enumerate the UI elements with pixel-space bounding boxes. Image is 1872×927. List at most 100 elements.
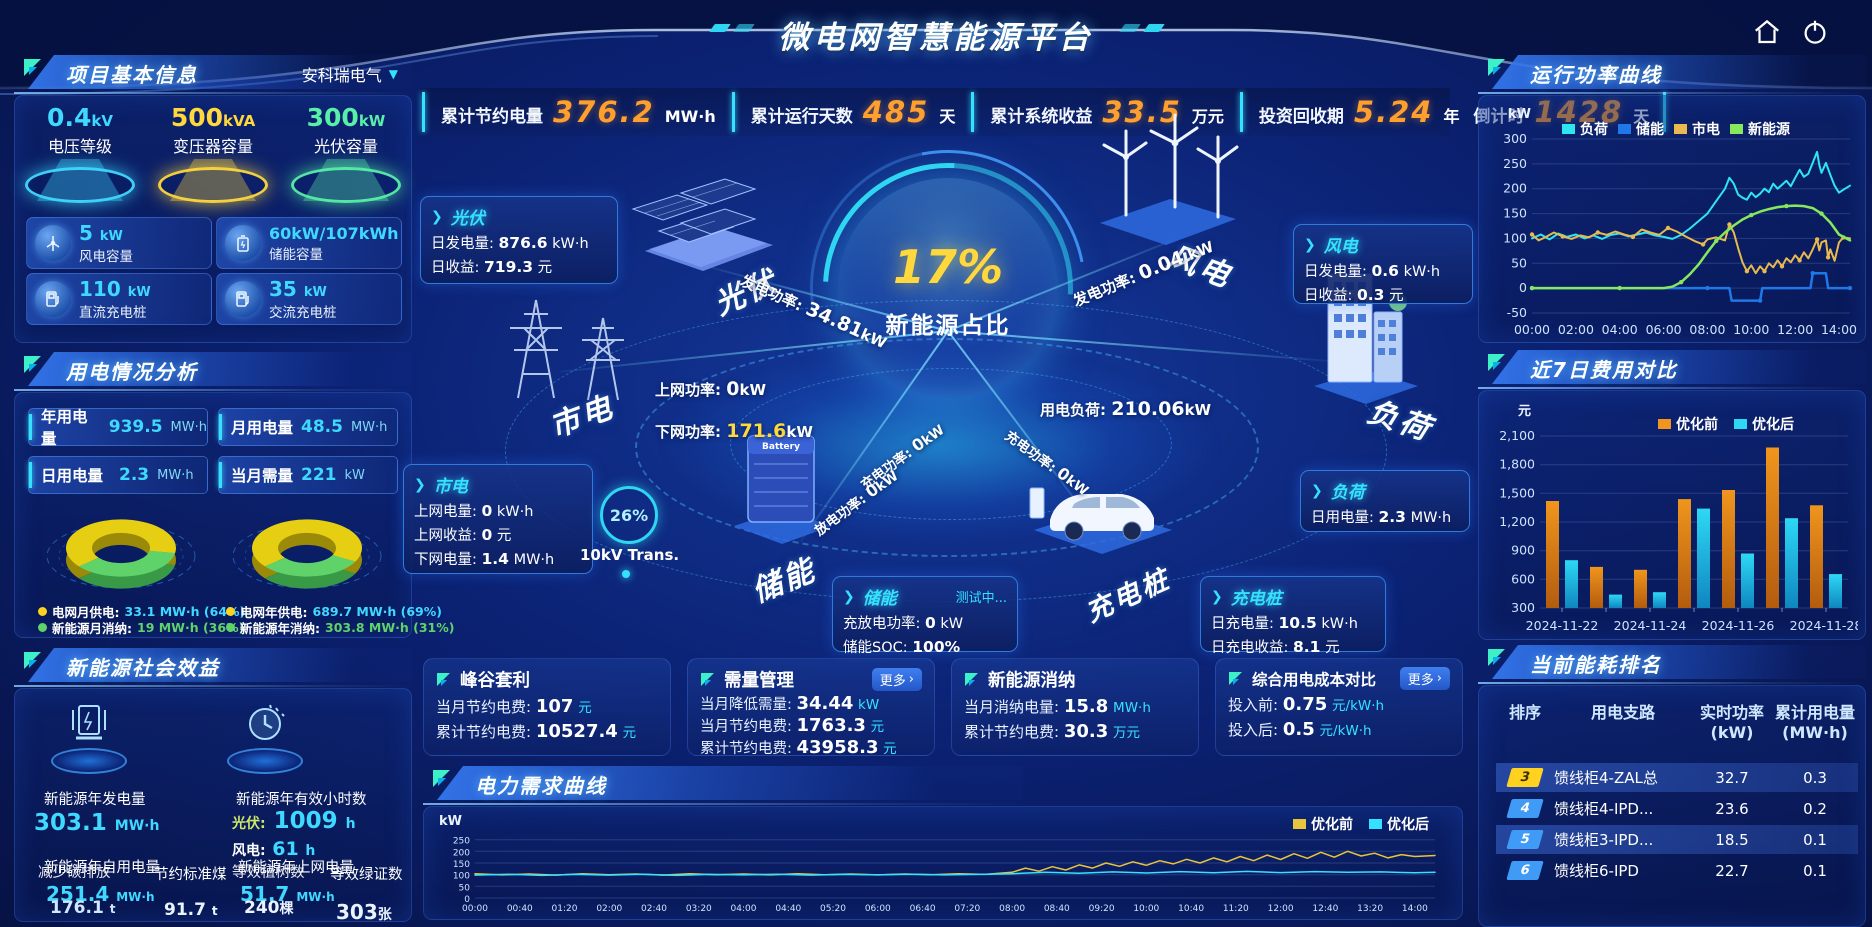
peak-valley-panel: 峰谷套利 当月节约电费: 107 元 累计节约电费: 10527.4 元 [423,658,671,756]
podium-transformer: 500kVA 变压器容量 [150,103,276,203]
svg-text:04:40: 04:40 [775,904,801,914]
chevron-icon: ❯ [414,476,426,493]
svg-text:09:20: 09:20 [1089,904,1115,914]
svg-text:08:00: 08:00 [999,904,1025,914]
kpi-run-days: 累计运行天数 485 天 [750,95,956,129]
renewable-share-value: 17% [892,240,1004,294]
more-button[interactable]: 更多 › [871,668,922,691]
rank-badge: 4 [1506,799,1544,818]
legend-item[interactable]: 优化前 [1658,414,1718,434]
panel-title: 新能源社会效益 [66,656,220,680]
annual-hours-label: 新能源年有效小时数 [236,792,367,808]
legend-item[interactable]: 储能 [1618,119,1664,139]
stat-month-demand: 当月需量 221 kW [218,456,398,494]
panel-header: 当前能耗排名 [1478,645,1866,684]
run-chart-legend: 负荷 储能 市电 新能源 [1562,119,1790,139]
card-wind-capacity: 5 kW 风电容量 [26,217,212,269]
svg-text:05:20: 05:20 [820,904,846,914]
glow-ring [25,167,135,203]
legend-item[interactable]: 优化后 [1369,814,1429,834]
energy-rank-panel: 当前能耗排名 排序 用电支路 实时功率 (kW) 累计用电量 (MW·h) 3 馈线… [1478,645,1866,927]
chevron-down-icon: ▼ [388,67,398,81]
month-energy-donut-chart [36,498,206,608]
run-power-panel: 运行功率曲线 kW 负荷 储能 市电 新能源 300 250 200 150 100 50 0 -5… [1478,55,1866,343]
svg-text:10:00: 10:00 [1133,904,1159,914]
renewable-share-ring: 17% 新能源占比 [756,96,1140,480]
legend-item[interactable]: 市电 [1674,119,1720,139]
pv-hours: 光伏: 1009 h [232,808,356,834]
svg-text:150: 150 [1503,206,1527,221]
svg-text:150: 150 [453,860,470,870]
project-info-panel: 项目基本信息 安科瑞电气 ▼ 0.4kV 电压等级 500kVA 变压器容量 30… [14,55,412,343]
legend-item[interactable]: 优化后 [1734,414,1794,434]
annual-gen-value: 303.1 MW·h [34,810,160,836]
grid-info-box: ❯ 市电 上网电量: 0 kW·h 上网收益: 0 元 下网电量: 1.4 MW·… [403,464,593,574]
svg-text:2024-11-24: 2024-11-24 [1614,618,1687,633]
legend-item[interactable]: 负荷 [1562,119,1608,139]
corner-icon [1488,59,1505,76]
svg-text:300: 300 [1511,600,1535,615]
table-row[interactable]: 5 馈线柜3-IPD... 18.5 0.1 [1496,825,1858,854]
svg-text:50: 50 [459,883,471,893]
svg-text:100: 100 [1503,230,1527,245]
svg-text:900: 900 [1511,543,1535,558]
chevron-icon: ❯ [431,208,443,225]
run-power-line-chart: 300 250 200 150 100 50 0 -50 00:00 02:00 04:00 06:0… [1503,131,1857,337]
y-axis-unit: kW [1508,107,1531,122]
legend-grid-year: 电网年供电: 689.7 MW·h (69%) [226,602,442,621]
panel-header: 新能源社会效益 [14,648,412,687]
svg-text:1,200: 1,200 [1499,514,1535,529]
rank-table-rows: 3 馈线柜4-ZAL总 32.7 0.3 4 馈线柜4-IPD... 23.6 … [1496,763,1858,881]
svg-text:1,800: 1,800 [1499,457,1535,472]
transformer-label: 10kV Trans. [580,546,680,564]
svg-text:00:00: 00:00 [462,904,488,914]
svg-text:02:00: 02:00 [596,904,622,914]
trees-value: 240棵 [244,898,294,918]
svg-text:300: 300 [1503,131,1527,146]
legend-item[interactable]: 新能源 [1730,119,1790,139]
home-icon[interactable] [1752,17,1782,47]
demand-chart-legend: 优化前 优化后 [1293,814,1429,834]
svg-text:11:20: 11:20 [1223,904,1249,914]
more-button[interactable]: 更多 › [1399,667,1450,690]
kpi-total-income: 累计系统收益 33.5 万元 [990,95,1224,129]
panel-title: 电力需求曲线 [475,774,607,798]
table-row[interactable]: 6 馈线柜6-IPD 22.7 0.1 [1496,856,1858,881]
svg-text:1,500: 1,500 [1499,485,1535,500]
company-dropdown[interactable]: 安科瑞电气 ▼ [301,66,398,85]
svg-text:10:00: 10:00 [1733,322,1769,337]
rank-table-header: 排序 用电支路 实时功率 (kW) 累计用电量 (MW·h) [1508,703,1855,742]
table-row[interactable]: 3 馈线柜4-ZAL总 32.7 0.3 [1496,763,1858,792]
stat-year-usage: 年用电量 939.5 MW·h [28,408,208,448]
svg-text:08:40: 08:40 [1044,904,1070,914]
certs-label: 等效绿证数 [330,867,403,883]
corner-icon [1229,671,1242,685]
podium-pv-capacity: 300kW 光伏容量 [283,103,409,203]
legend-item[interactable]: 优化前 [1293,814,1353,834]
card-storage-capacity: 60kW/107kWh 储能容量 [216,217,402,269]
svg-text:13:20: 13:20 [1357,904,1383,914]
divider [731,92,735,132]
kpi-saved-energy: 累计节约电量 376.2 MW·h [441,95,716,129]
y-axis-unit: 元 [1518,404,1532,419]
page-title: 微电网智慧能源平台 [778,20,1094,56]
corner-icon [1488,354,1505,371]
corner-icon [24,652,41,669]
charger-info-box: ❯ 充电桩 日充电量: 10.5 kW·h 日充电收益: 8.1 元 [1200,576,1386,656]
cost-chart-legend: 优化前 优化后 [1658,414,1794,434]
table-row[interactable]: 4 馈线柜4-IPD... 23.6 0.2 [1496,794,1858,823]
trees-label: 等效植树数 [232,865,305,881]
storage-status: 测试中... [955,591,1007,606]
svg-text:250: 250 [1503,156,1527,171]
svg-text:14:00: 14:00 [1402,904,1428,914]
svg-text:07:20: 07:20 [954,904,980,914]
svg-text:01:20: 01:20 [552,904,578,914]
feed-in-value: 51.7 MW·h [240,882,335,906]
wind-hours: 风电: 61 h [232,838,316,860]
svg-text:00:40: 00:40 [507,904,533,914]
power-icon[interactable] [1800,17,1830,47]
divider [1239,92,1243,132]
carbon-value: 176.1 t [50,898,116,918]
hours-clock-icon-podium [222,700,308,774]
